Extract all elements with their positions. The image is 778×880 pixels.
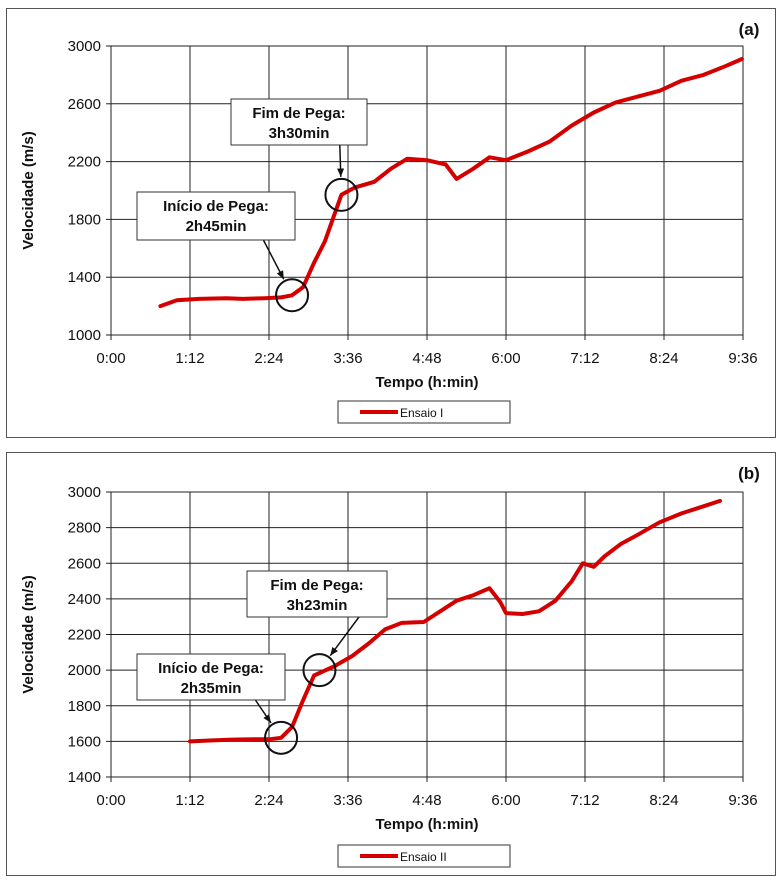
annotation-circle xyxy=(324,177,359,212)
annotation-text: Início de Pega: xyxy=(163,198,269,215)
legend-box xyxy=(337,400,511,424)
y-axis-title: Velocidade (m/s) xyxy=(20,131,37,249)
x-tick-label: 8:24 xyxy=(649,792,678,809)
chart-b-svg: 1400 1600 1800 2000 2200 2400 2600 2800 3000 0:00… xyxy=(20,464,760,868)
y-tick-label: 2400 xyxy=(68,591,101,608)
y-tick-label: 2200 xyxy=(68,154,101,171)
annotation-circle xyxy=(264,720,299,755)
x-tick-label: 7:12 xyxy=(570,792,599,809)
annotation-text: Fim de Pega: xyxy=(270,577,363,594)
y-tick-label: 2200 xyxy=(68,627,101,644)
y-tick-label: 3000 xyxy=(68,484,101,501)
annotation-arrowhead xyxy=(330,646,338,656)
annotation-box xyxy=(136,653,286,701)
annotation-arrowhead xyxy=(337,168,345,177)
chart-panel-a: 1000 1400 1800 2200 2600 3000 0:00 1:12 2:24 3:36… xyxy=(6,8,776,438)
panel-label: (a) xyxy=(739,20,760,39)
y-tick-label: 3000 xyxy=(68,38,101,55)
x-tick-label: 3:36 xyxy=(333,350,362,367)
y-tick-label: 1600 xyxy=(68,733,101,750)
annotation-text: Início de Pega: xyxy=(158,660,264,677)
annotation-box xyxy=(246,570,388,618)
legend-label: Ensaio II xyxy=(400,850,447,864)
panel-label: (b) xyxy=(738,464,760,483)
series-line-0 xyxy=(188,498,722,744)
x-tick-label: 7:12 xyxy=(570,350,599,367)
annotation-arrowhead xyxy=(263,714,271,723)
x-tick-label: 2:24 xyxy=(254,792,283,809)
annotation-arrowhead xyxy=(276,270,284,280)
annotation-text: 3h23min xyxy=(287,597,348,614)
legend-label: Ensaio I xyxy=(400,406,443,420)
y-tick-label: 1800 xyxy=(68,211,101,228)
y-tick-label: 1800 xyxy=(68,698,101,715)
legend-box xyxy=(337,844,511,868)
x-axis-title: Tempo (h:min) xyxy=(375,816,478,833)
y-tick-label: 2800 xyxy=(68,520,101,537)
y-tick-label: 2600 xyxy=(68,96,101,113)
y-tick-label: 1000 xyxy=(68,327,101,344)
x-tick-label: 4:48 xyxy=(412,792,441,809)
x-tick-label: 0:00 xyxy=(96,792,125,809)
x-tick-label: 9:36 xyxy=(728,792,757,809)
annotation-circle xyxy=(275,278,310,313)
y-tick-label: 2600 xyxy=(68,555,101,572)
annotation-circle xyxy=(302,653,337,688)
annotation-text: 2h35min xyxy=(181,680,242,697)
x-tick-label: 6:00 xyxy=(491,792,520,809)
y-tick-label: 1400 xyxy=(68,769,101,786)
annotation-box xyxy=(230,98,368,146)
chart-a-svg: 1000 1400 1800 2200 2600 3000 0:00 1:12 2:24 3:36… xyxy=(20,20,760,424)
x-tick-label: 1:12 xyxy=(175,350,204,367)
x-tick-label: 2:24 xyxy=(254,350,283,367)
series-line-0 xyxy=(158,57,744,309)
x-tick-label: 9:36 xyxy=(728,350,757,367)
x-axis-title: Tempo (h:min) xyxy=(375,374,478,391)
y-axis-title: Velocidade (m/s) xyxy=(20,575,37,693)
y-tick-label: 1400 xyxy=(68,269,101,286)
x-tick-label: 4:48 xyxy=(412,350,441,367)
x-tick-label: 6:00 xyxy=(491,350,520,367)
annotation-text: 3h30min xyxy=(269,125,330,142)
x-tick-label: 3:36 xyxy=(333,792,362,809)
x-tick-label: 1:12 xyxy=(175,792,204,809)
x-tick-label: 8:24 xyxy=(649,350,678,367)
annotation-text: Fim de Pega: xyxy=(252,105,345,122)
annotation-box xyxy=(136,191,296,241)
annotation-text: 2h45min xyxy=(186,218,247,235)
x-tick-label: 0:00 xyxy=(96,350,125,367)
y-tick-label: 2000 xyxy=(68,662,101,679)
chart-panel-b: 1400 1600 1800 2000 2200 2400 2600 2800 3000 0:00… xyxy=(6,452,776,876)
